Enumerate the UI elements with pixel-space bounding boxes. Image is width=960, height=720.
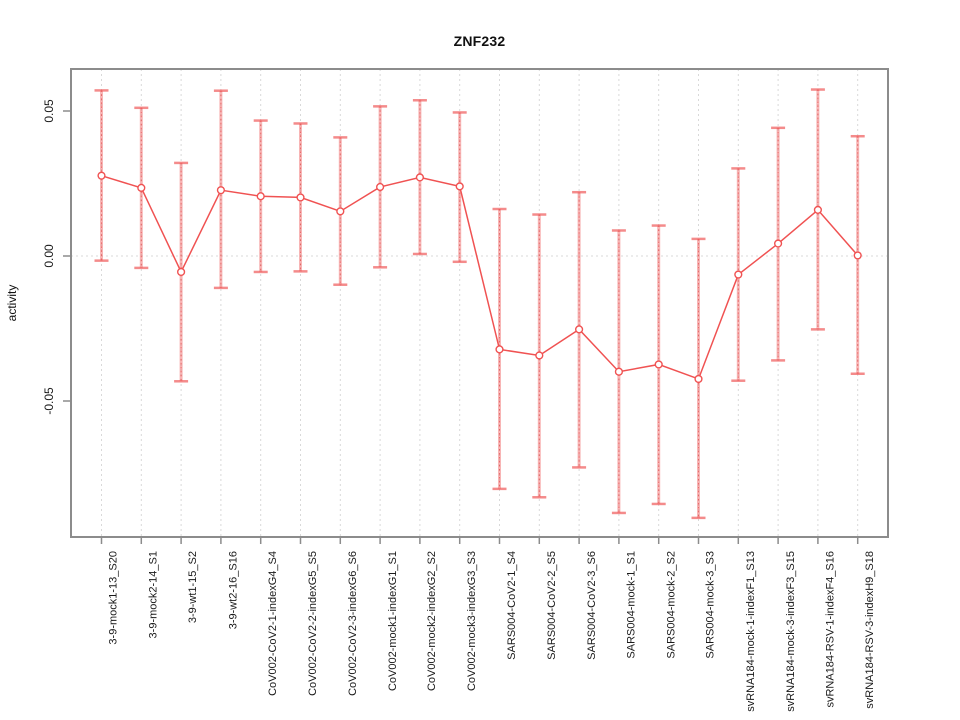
x-tick-label: SARS004-CoV2-1_S4 (506, 551, 518, 660)
data-point (773, 239, 783, 248)
data-point (734, 270, 743, 279)
data-point (813, 205, 823, 214)
x-tick-label: 3-9-wt1-15_S2 (187, 551, 200, 624)
data-point (614, 367, 624, 376)
data-point (376, 182, 385, 192)
data-point (177, 267, 186, 277)
x-tick-label: CoV002-mock3-indexG3_S3 (466, 551, 479, 692)
data-point (216, 186, 226, 195)
x-tick-label: CoV002-mock2-indexG2_S2 (426, 551, 439, 692)
x-tick-label: svRNA184-RSV-1-indexF4_S16 (824, 551, 837, 708)
x-tick-label: svRNA184-RSV-3-indexH9_S18 (864, 551, 877, 709)
x-tick-label: CoV002-CoV2-2-indexG5_S5 (307, 551, 319, 696)
x-tick-label: SARS004-mock-3_S3 (705, 551, 717, 659)
x-tick-label: SARS004-CoV2-2_S5 (545, 551, 558, 660)
data-point (137, 183, 146, 192)
data-point (415, 173, 425, 182)
y-tick-label: -0.05 (42, 387, 56, 415)
data-point (97, 171, 106, 180)
data-point (574, 325, 584, 334)
chart-title: ZNF232 (453, 33, 506, 49)
y-tick-label: 0.05 (42, 99, 56, 123)
y-tick-label: 0.00 (42, 244, 56, 268)
data-point (853, 251, 862, 260)
x-tick-label: svRNA184-mock-1-indexF1_S13 (744, 551, 757, 712)
x-tick-label: SARS004-mock-2_S2 (665, 551, 678, 659)
x-tick-label: 3-9-mock1-13_S20 (108, 551, 120, 645)
x-tick-label: 3-9-mock2-14_S1 (147, 551, 160, 639)
x-tick-label: CoV002-CoV2-1-indexG4_S4 (267, 551, 280, 696)
plot-frame (70, 68, 889, 538)
series-line (101, 174, 859, 380)
data-point (535, 351, 544, 360)
x-tick-label: 3-9-wt2-16_S16 (227, 551, 240, 630)
data-point (654, 360, 663, 369)
data-point (336, 207, 345, 216)
x-tick-label: CoV002-mock1-indexG1_S1 (386, 551, 399, 692)
data-point (495, 345, 504, 354)
x-tick-label: SARS004-mock-1_S1 (625, 551, 638, 659)
data-point (694, 374, 703, 384)
x-tick-label: svRNA184-mock-3-indexF3_S15 (784, 551, 797, 712)
data-point (296, 193, 305, 202)
data-point (256, 192, 265, 201)
x-tick-label: CoV002-CoV2-3-indexG6_S6 (346, 551, 359, 696)
data-point (455, 182, 464, 191)
x-tick-label: SARS004-CoV2-3_S6 (585, 551, 598, 660)
